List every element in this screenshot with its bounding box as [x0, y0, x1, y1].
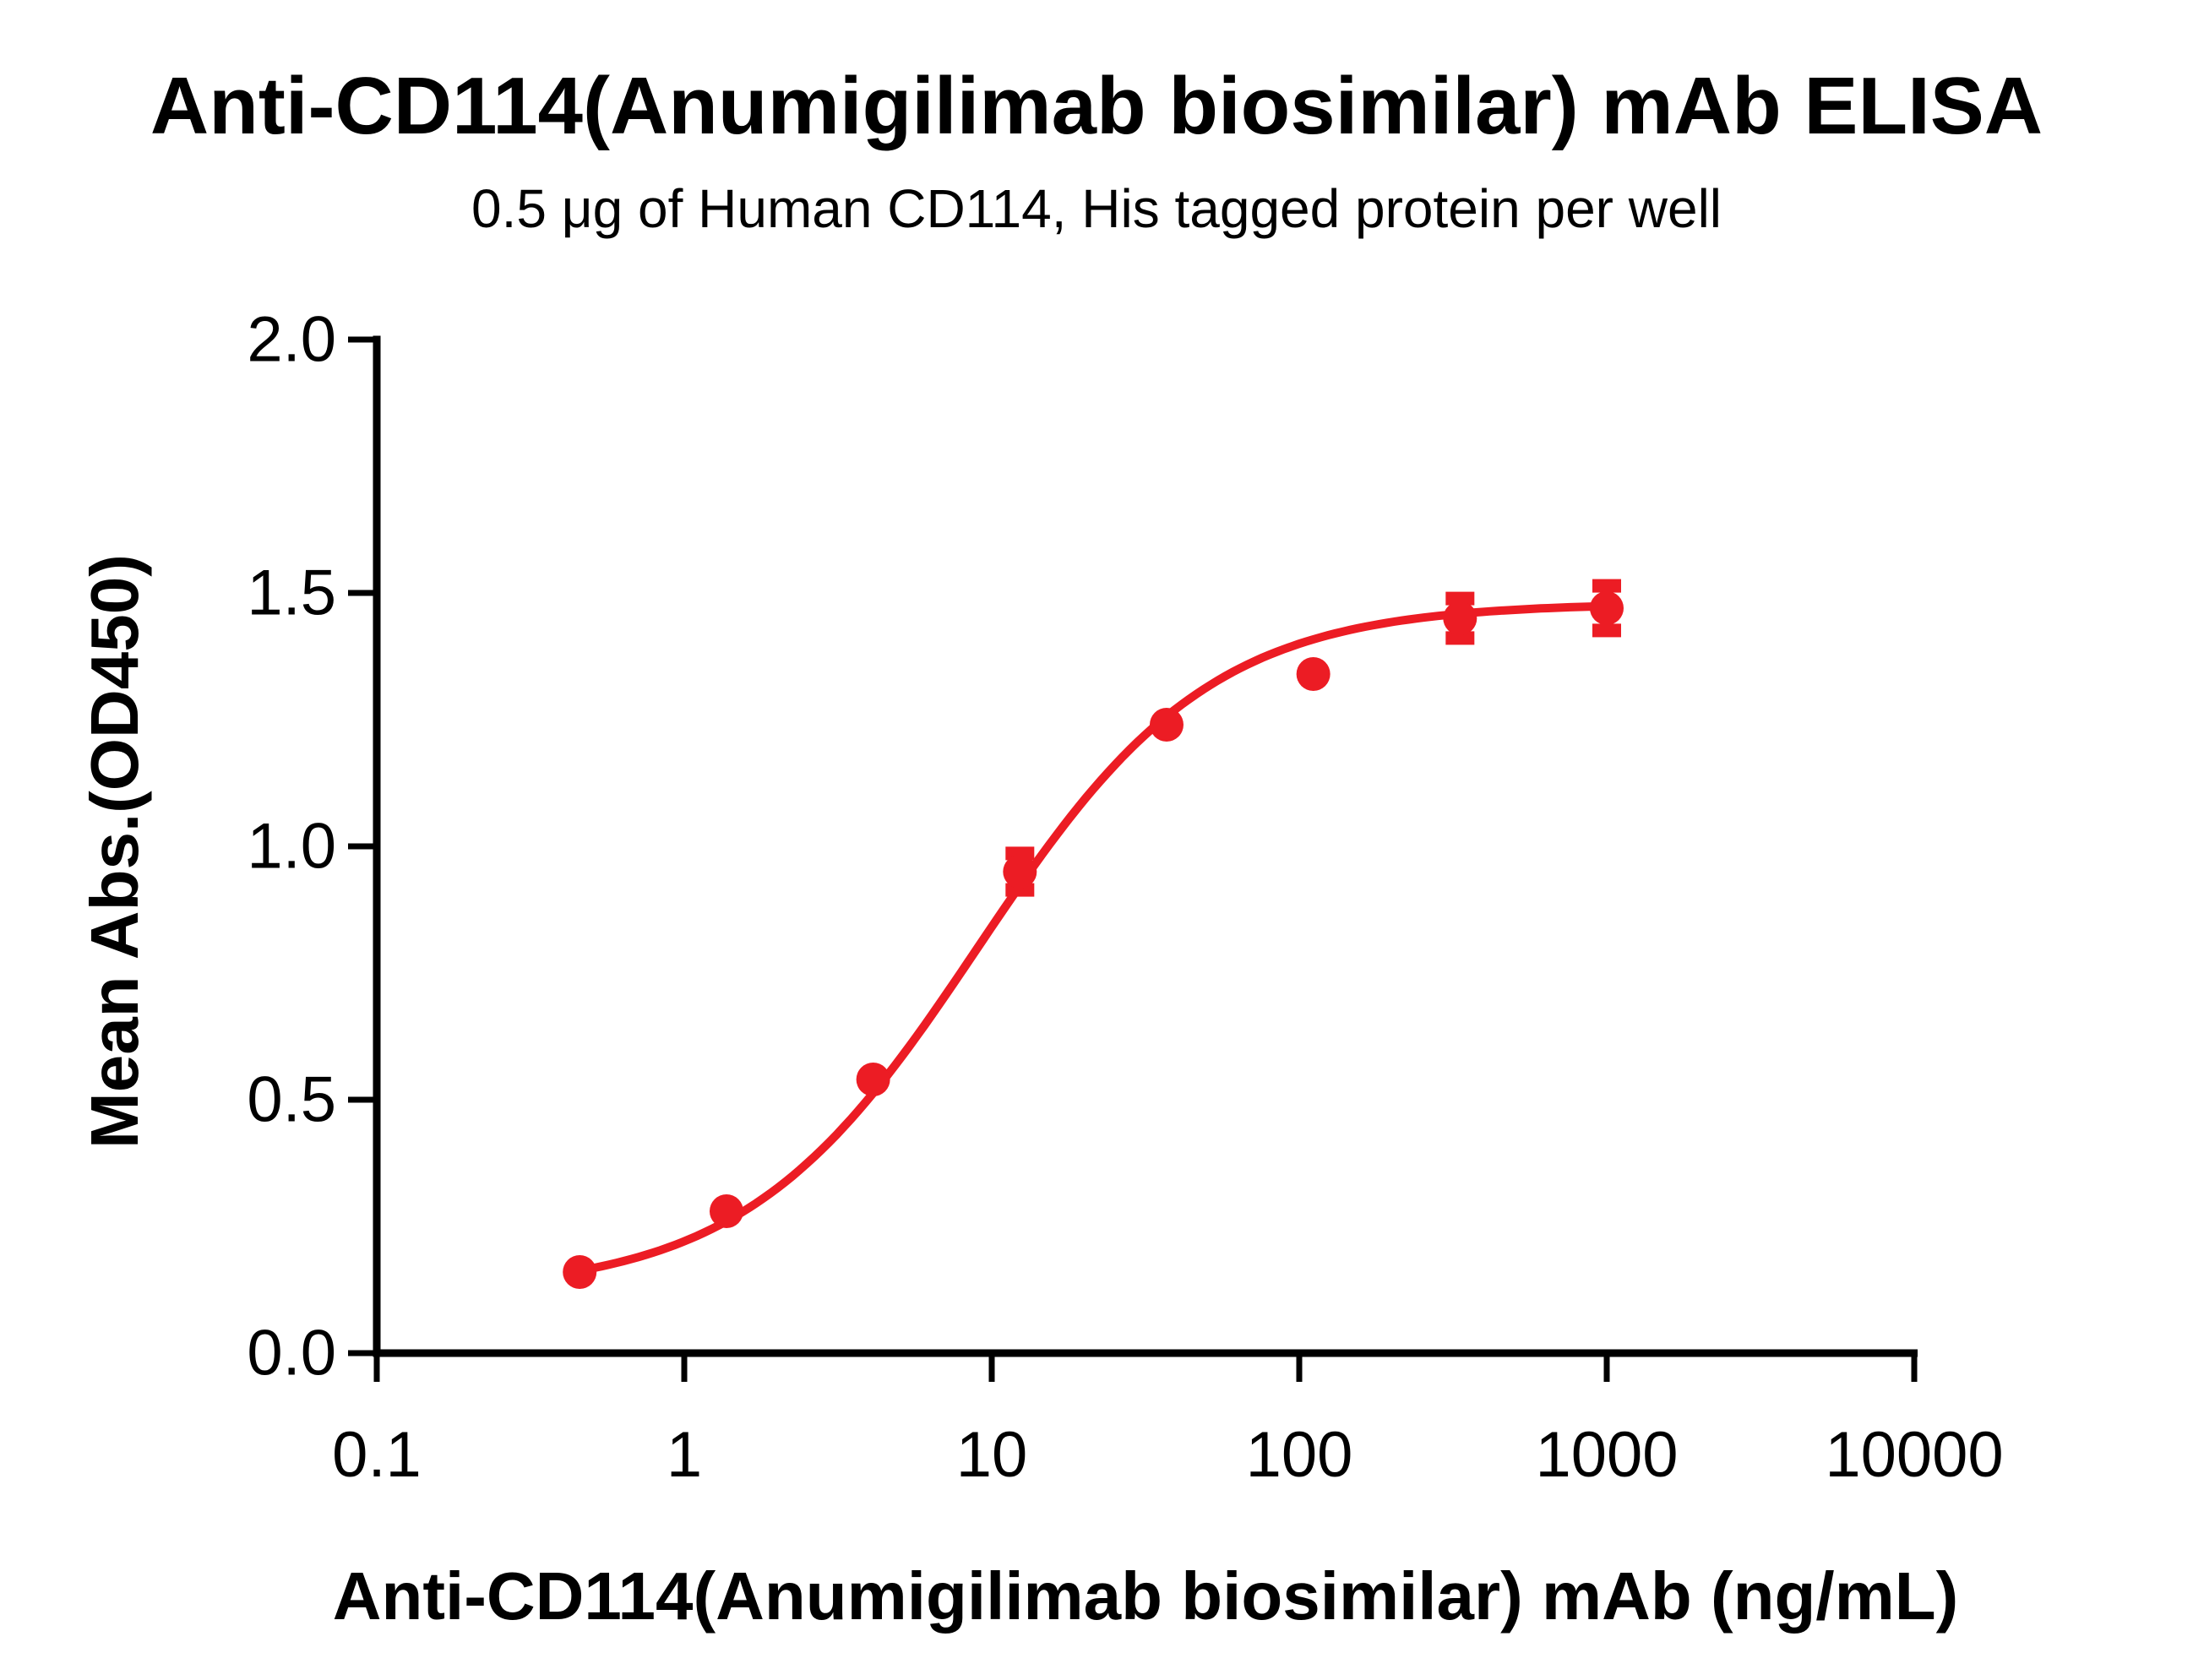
fit-curve [575, 601, 1611, 1275]
x-tick-label: 1 [667, 1419, 702, 1491]
y-tick-label: 1.0 [247, 811, 336, 883]
data-point-marker [1296, 657, 1330, 691]
chart-subtitle: 0.5 μg of Human CD114, His tagged protei… [471, 178, 1722, 239]
data-point-marker [1443, 601, 1477, 635]
y-tick-label: 0.0 [247, 1318, 336, 1389]
x-tick-label: 10000 [1825, 1419, 2003, 1491]
chart-title: Anti-CD114(Anumigilimab biosimilar) mAb … [150, 61, 2043, 151]
x-tick-label: 10 [956, 1419, 1028, 1491]
data-point-marker [1590, 591, 1624, 625]
data-point-marker [563, 1255, 597, 1289]
error-bar-cap-top [1592, 579, 1621, 593]
error-bar-cap-bottom [1592, 623, 1621, 638]
y-tick-label: 0.5 [247, 1064, 336, 1136]
data-point-marker [1003, 855, 1037, 889]
error-bar-cap-top [1445, 591, 1475, 606]
data-point-marker [1149, 708, 1184, 742]
x-axis-label: Anti-CD114(Anumigilimab biosimilar) mAb … [332, 1558, 1959, 1634]
y-axis-label: Mean Abs.(OD450) [77, 554, 152, 1149]
x-tick-label: 1000 [1535, 1419, 1678, 1491]
y-tick-label: 1.5 [247, 557, 336, 629]
data-point-marker [709, 1194, 743, 1228]
y-tick-label: 2.0 [247, 304, 336, 376]
error-bar-cap-bottom [1445, 631, 1475, 645]
data-point-marker [856, 1063, 890, 1096]
x-tick-label: 100 [1246, 1419, 1353, 1491]
x-tick-label: 0.1 [332, 1419, 422, 1491]
